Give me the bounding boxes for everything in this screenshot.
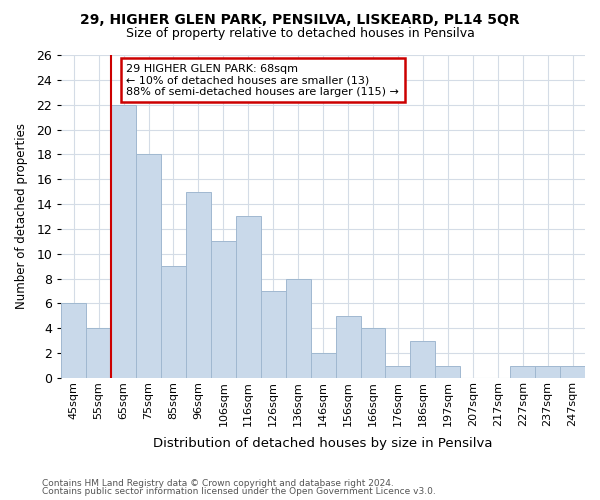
Y-axis label: Number of detached properties: Number of detached properties: [15, 124, 28, 310]
Bar: [161, 266, 186, 378]
Bar: [335, 316, 361, 378]
Bar: [236, 216, 261, 378]
Bar: [186, 192, 211, 378]
Bar: [211, 242, 236, 378]
Text: Contains HM Land Registry data © Crown copyright and database right 2024.: Contains HM Land Registry data © Crown c…: [42, 478, 394, 488]
Bar: [61, 304, 86, 378]
Text: 29 HIGHER GLEN PARK: 68sqm
← 10% of detached houses are smaller (13)
88% of semi: 29 HIGHER GLEN PARK: 68sqm ← 10% of deta…: [126, 64, 399, 97]
Bar: [111, 104, 136, 378]
Bar: [560, 366, 585, 378]
Text: Size of property relative to detached houses in Pensilva: Size of property relative to detached ho…: [125, 28, 475, 40]
Bar: [136, 154, 161, 378]
Bar: [286, 278, 311, 378]
X-axis label: Distribution of detached houses by size in Pensilva: Distribution of detached houses by size …: [154, 437, 493, 450]
Bar: [385, 366, 410, 378]
Text: Contains public sector information licensed under the Open Government Licence v3: Contains public sector information licen…: [42, 487, 436, 496]
Text: 29, HIGHER GLEN PARK, PENSILVA, LISKEARD, PL14 5QR: 29, HIGHER GLEN PARK, PENSILVA, LISKEARD…: [80, 12, 520, 26]
Bar: [410, 340, 436, 378]
Bar: [510, 366, 535, 378]
Bar: [535, 366, 560, 378]
Bar: [436, 366, 460, 378]
Bar: [261, 291, 286, 378]
Bar: [86, 328, 111, 378]
Bar: [361, 328, 385, 378]
Bar: [311, 353, 335, 378]
